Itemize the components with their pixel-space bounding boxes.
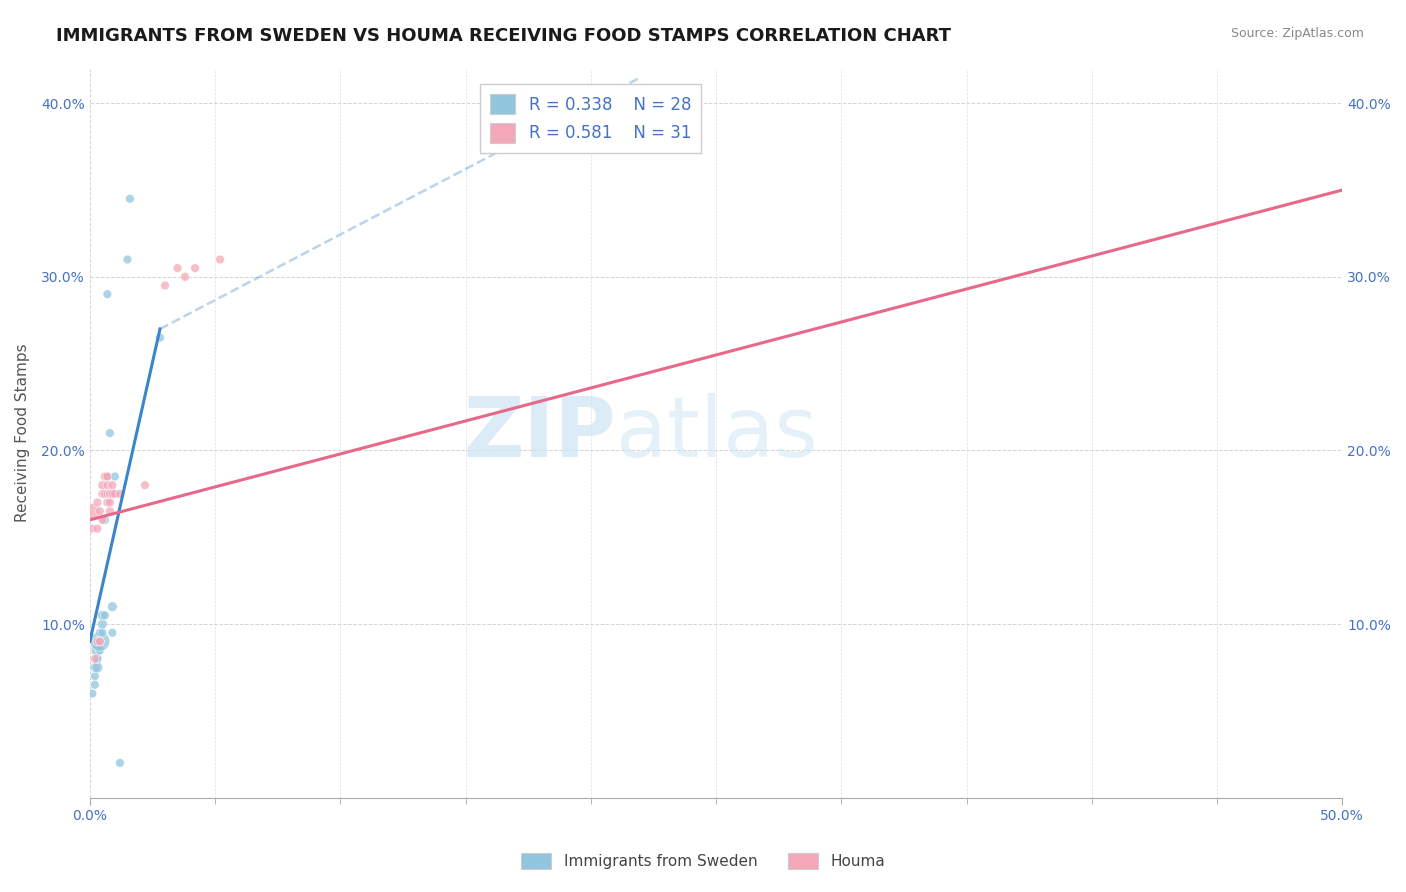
Point	[89, 634, 111, 648]
Point	[86, 643, 108, 657]
Point	[82, 686, 104, 700]
Point	[101, 487, 124, 501]
Point	[94, 487, 117, 501]
Point	[83, 678, 105, 692]
Point	[94, 608, 117, 623]
Point	[89, 634, 111, 648]
Point	[98, 487, 121, 501]
Point	[91, 625, 114, 640]
Point	[166, 261, 188, 276]
Text: Source: ZipAtlas.com: Source: ZipAtlas.com	[1230, 27, 1364, 40]
Point	[86, 660, 108, 674]
Point	[134, 478, 156, 492]
Point	[174, 269, 197, 284]
Point	[184, 261, 207, 276]
Point	[153, 278, 176, 293]
Point	[101, 478, 124, 492]
Point	[98, 495, 121, 509]
Point	[108, 756, 131, 770]
Point	[83, 652, 105, 666]
Point	[83, 669, 105, 683]
Legend: Immigrants from Sweden, Houma: Immigrants from Sweden, Houma	[515, 847, 891, 875]
Point	[91, 617, 114, 632]
Point	[101, 625, 124, 640]
Legend: R = 0.338    N = 28, R = 0.581    N = 31: R = 0.338 N = 28, R = 0.581 N = 31	[481, 84, 702, 153]
Point	[98, 426, 121, 441]
Point	[98, 504, 121, 518]
Point	[94, 513, 117, 527]
Text: ZIP: ZIP	[464, 392, 616, 474]
Point	[91, 513, 114, 527]
Point	[91, 478, 114, 492]
Point	[86, 495, 108, 509]
Text: IMMIGRANTS FROM SWEDEN VS HOUMA RECEIVING FOOD STAMPS CORRELATION CHART: IMMIGRANTS FROM SWEDEN VS HOUMA RECEIVIN…	[56, 27, 952, 45]
Point	[89, 643, 111, 657]
Point	[86, 522, 108, 536]
Point	[149, 330, 172, 344]
Point	[89, 634, 111, 648]
Point	[82, 522, 104, 536]
Point	[86, 652, 108, 666]
Point	[82, 504, 104, 518]
Point	[96, 478, 118, 492]
Point	[117, 252, 139, 267]
Point	[94, 469, 117, 483]
Point	[91, 487, 114, 501]
Point	[86, 652, 108, 666]
Y-axis label: Receiving Food Stamps: Receiving Food Stamps	[15, 343, 30, 523]
Point	[86, 634, 108, 648]
Point	[98, 487, 121, 501]
Point	[94, 487, 117, 501]
Point	[96, 469, 118, 483]
Text: atlas: atlas	[616, 392, 818, 474]
Point	[91, 608, 114, 623]
Point	[104, 487, 127, 501]
Point	[101, 599, 124, 614]
Point	[209, 252, 232, 267]
Point	[96, 469, 118, 483]
Point	[96, 495, 118, 509]
Point	[89, 504, 111, 518]
Point	[89, 625, 111, 640]
Point	[83, 660, 105, 674]
Point	[108, 487, 131, 501]
Point	[96, 287, 118, 301]
Point	[118, 192, 141, 206]
Point	[96, 487, 118, 501]
Point	[104, 469, 127, 483]
